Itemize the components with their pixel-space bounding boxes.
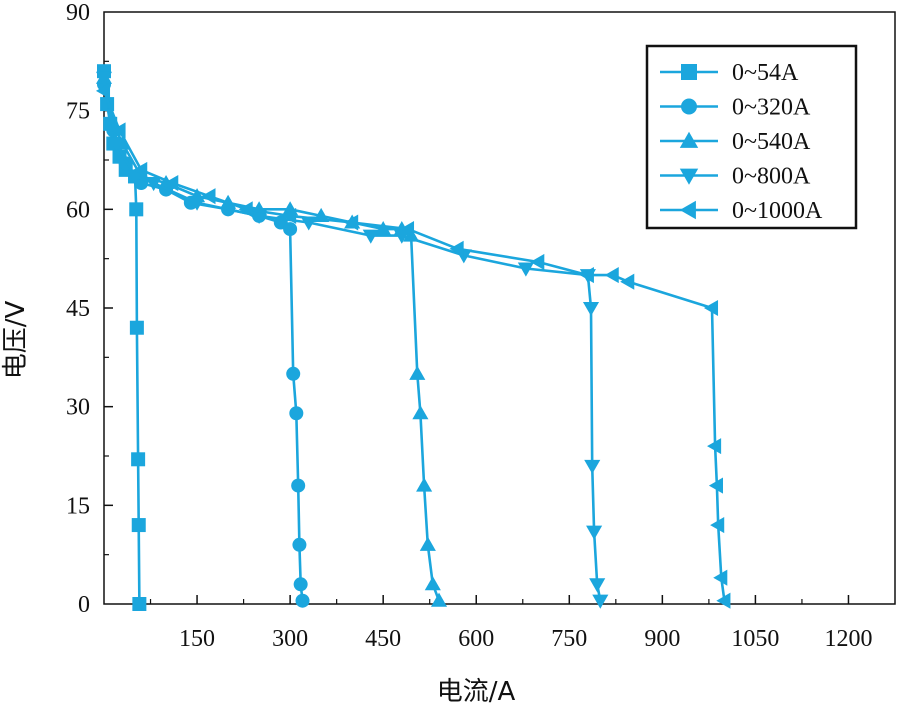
data-point [131, 452, 146, 467]
y-tick-label: 0 [78, 592, 90, 618]
x-tick-label: 1050 [731, 626, 779, 652]
data-point [430, 592, 448, 607]
legend-label: 0~1000A [732, 198, 823, 224]
legend-swatch-marker [681, 64, 697, 80]
y-tick-label: 75 [66, 99, 90, 125]
data-point [293, 577, 308, 592]
data-point [584, 459, 601, 474]
data-point [582, 301, 600, 317]
y-tick-label: 15 [66, 493, 90, 519]
data-point [145, 176, 162, 192]
data-point [291, 478, 306, 493]
data-point [399, 221, 415, 238]
data-point [375, 221, 392, 236]
legend-swatch-marker [679, 168, 699, 185]
legend: 0~54A 0~320A 0~540A 0~800A 0~1000A [645, 44, 858, 230]
data-point [530, 253, 545, 271]
x-tick-label: 450 [365, 626, 401, 652]
data-point [286, 366, 301, 381]
data-point [424, 576, 441, 591]
data-point [419, 536, 436, 551]
data-point [108, 137, 125, 152]
legend-item: 0~1000A [660, 198, 823, 224]
x-axis-ticks: 150 300 450 600 750 900 1050 1200 [149, 595, 872, 652]
series-5 [95, 82, 731, 609]
data-point [238, 201, 253, 218]
data-point [292, 537, 307, 552]
data-point [133, 161, 148, 178]
data-point [713, 569, 728, 586]
data-point [710, 517, 725, 534]
legend-item: 0~54A [660, 60, 799, 86]
data-point [282, 207, 297, 224]
data-point [449, 240, 464, 257]
data-point [95, 82, 111, 99]
x-tick-label: 1200 [824, 626, 872, 652]
data-point [131, 518, 146, 533]
legend-item: 0~800A [660, 164, 811, 190]
data-point [251, 209, 268, 224]
series-line [102, 77, 441, 602]
data-point [416, 477, 433, 492]
x-tick-label: 300 [272, 626, 308, 652]
data-point [707, 438, 722, 455]
data-point [129, 202, 144, 217]
legend-item: 0~540A [660, 129, 811, 155]
data-point [126, 170, 144, 185]
data-point [708, 477, 723, 494]
legend-label: 0~540A [732, 129, 811, 155]
data-point [409, 365, 426, 380]
y-tick-label: 90 [66, 0, 90, 26]
data-point [586, 525, 603, 540]
data-point [716, 592, 731, 609]
y-tick-label: 45 [66, 296, 90, 322]
data-point [604, 267, 619, 284]
data-point [201, 188, 216, 205]
data-point [189, 196, 206, 211]
data-point [295, 593, 310, 608]
x-tick-label: 900 [644, 626, 680, 652]
data-point [132, 597, 147, 611]
y-axis-ticks: 0 15 30 45 60 75 90 [66, 0, 113, 618]
y-axis-title: 电压/V [1, 301, 31, 380]
x-tick-label: 600 [458, 626, 494, 652]
data-point [703, 299, 719, 317]
data-point [412, 405, 429, 420]
data-point [300, 216, 317, 231]
data-point [111, 122, 126, 139]
series-layer [95, 64, 731, 611]
series-line [102, 90, 726, 601]
data-point [129, 320, 144, 335]
data-point [393, 229, 410, 244]
legend-label: 0~320A [732, 95, 811, 121]
legend-label: 0~54A [732, 60, 799, 86]
data-point [95, 71, 113, 86]
data-point [164, 174, 179, 192]
x-tick-label: 750 [551, 626, 587, 652]
x-axis-title: 电流/A [437, 677, 516, 707]
legend-swatch-marker [681, 98, 697, 115]
series-4 [95, 71, 609, 609]
data-point [589, 578, 606, 593]
series-line [102, 77, 602, 601]
data-point [620, 273, 635, 290]
data-point [283, 222, 298, 237]
data-point [362, 229, 379, 244]
y-tick-label: 30 [66, 395, 90, 421]
x-tick-label: 150 [179, 626, 215, 652]
legend-label: 0~800A [732, 164, 811, 190]
y-tick-label: 60 [66, 197, 90, 223]
data-point [289, 406, 304, 421]
data-point [579, 267, 594, 284]
legend-swatch-marker [679, 131, 699, 148]
legend-swatch-marker [679, 200, 696, 220]
data-point [517, 262, 534, 277]
legend-item: 0~320A [660, 95, 811, 121]
data-point [592, 594, 609, 609]
series-3 [95, 69, 448, 607]
data-point [344, 214, 359, 231]
